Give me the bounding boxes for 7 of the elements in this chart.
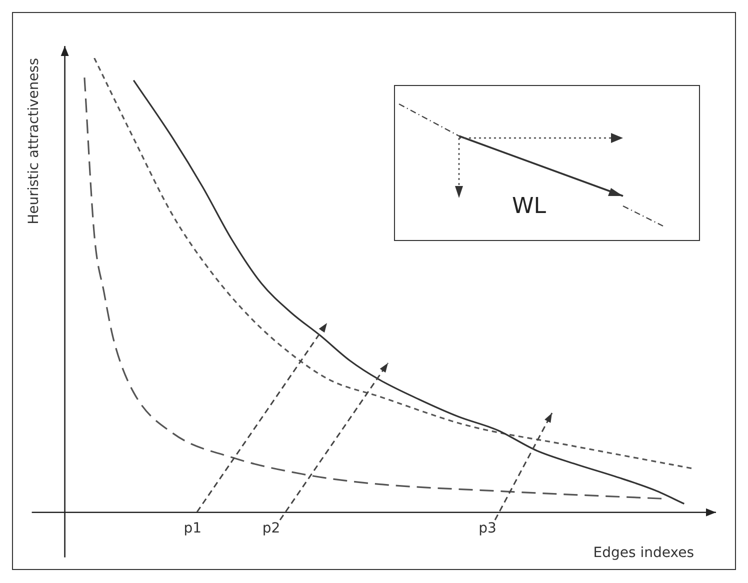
- annotation: WL: [512, 194, 546, 219]
- x-tick-label: p2: [262, 520, 280, 536]
- x-tick-label: p3: [478, 520, 496, 536]
- x-tick-label: p1: [184, 520, 202, 536]
- inset-box: WL: [394, 85, 700, 241]
- y-axis-title: Heuristic attractiveness: [26, 58, 42, 224]
- x-axis-title: Edges indexes: [593, 545, 694, 562]
